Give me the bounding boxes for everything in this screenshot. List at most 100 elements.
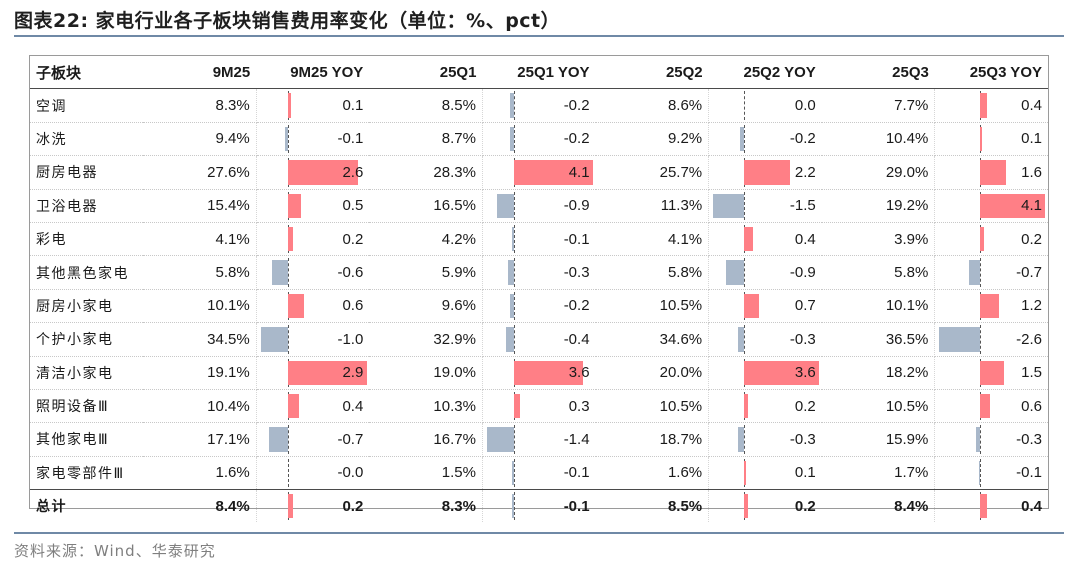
yoy-negative-bar <box>268 427 288 452</box>
column-header: 25Q3 YOY <box>934 56 1048 90</box>
yoy-cell: -0.2 <box>482 289 596 324</box>
yoy-zero-axis <box>287 325 289 354</box>
yoy-negative-bar <box>969 260 981 285</box>
yoy-cell: 2.6 <box>256 155 370 190</box>
ratio-cell: 18.7% <box>595 422 710 457</box>
yoy-cell: 1.6 <box>934 155 1048 190</box>
yoy-zero-axis <box>980 258 982 287</box>
yoy-negative-bar <box>978 460 981 486</box>
yoy-cell: 0.7 <box>708 289 822 324</box>
ratio-cell: 16.5% <box>369 189 483 223</box>
yoy-value: -0.4 <box>563 330 590 348</box>
yoy-positive-bar <box>980 126 983 152</box>
ratio-cell: 1.6% <box>595 456 710 491</box>
yoy-value: -1.0 <box>337 330 364 348</box>
ratio-cell: 19.2% <box>821 189 936 223</box>
yoy-value: -0.2 <box>563 297 590 315</box>
yoy-positive-bar <box>980 160 1006 185</box>
yoy-cell: -0.7 <box>256 422 370 457</box>
yoy-negative-bar <box>486 427 514 452</box>
yoy-cell: 0.2 <box>256 222 370 257</box>
column-header: 25Q2 <box>595 56 709 90</box>
table-body: 空调 8.3% 0.1 8.5% -0.2 8.6% 0.0 7.7% 0.4 冰洗 9.4% -0.… <box>30 88 1048 523</box>
yoy-cell: 0.4 <box>934 489 1048 523</box>
ratio-cell: 10.5% <box>821 389 936 424</box>
ratio-cell: 19.0% <box>369 356 483 390</box>
yoy-cell: 0.5 <box>256 189 370 223</box>
yoy-positive-bar <box>980 393 990 419</box>
sector-name: 照明设备Ⅲ <box>30 389 144 424</box>
table-row: 照明设备Ⅲ 10.4% 0.4 10.3% 0.3 10.5% 0.2 10.5% 0.6 <box>30 389 1048 424</box>
yoy-cell: -0.4 <box>482 322 596 357</box>
yoy-value: 0.6 <box>342 297 364 315</box>
column-header: 子板块 <box>30 56 144 90</box>
ratio-cell: 8.6% <box>595 88 710 123</box>
yoy-positive-bar <box>980 360 1005 385</box>
ratio-cell: 25.7% <box>595 155 710 190</box>
yoy-positive-bar <box>744 226 753 252</box>
ratio-cell: 4.1% <box>595 222 710 257</box>
table-row: 厨房电器 27.6% 2.6 28.3% 4.1 25.7% 2.2 29.0% 1.6 <box>30 155 1048 190</box>
yoy-value: 0.5 <box>342 197 364 215</box>
yoy-value: 4.1 <box>1021 197 1042 215</box>
yoy-value: -0.1 <box>563 464 590 482</box>
yoy-cell: 0.1 <box>256 88 370 123</box>
data-table-frame: 子板块 9M25 9M25 YOY 25Q1 25Q1 YOY 25Q2 25Q2 YOY 2… <box>29 55 1049 523</box>
ratio-cell: 8.4% <box>821 489 936 523</box>
yoy-value: 0.4 <box>1021 497 1042 515</box>
total-row: 总计 8.4% 0.2 8.3% -0.1 8.5% 0.2 8.4% 0.4 <box>30 489 1048 523</box>
column-header: 9M25 <box>143 56 257 90</box>
table-header-row: 子板块 9M25 9M25 YOY 25Q1 25Q1 YOY 25Q2 25Q2 YOY 2… <box>30 56 1048 90</box>
yoy-value: 1.2 <box>1021 297 1042 315</box>
table-row: 个护小家电 34.5% -1.0 32.9% -0.4 34.6% -0.3 36.5% -2.… <box>30 322 1048 357</box>
yoy-positive-bar <box>744 160 790 185</box>
yoy-cell: 0.4 <box>708 222 822 257</box>
yoy-value: 3.6 <box>568 364 590 382</box>
yoy-zero-axis <box>980 425 982 454</box>
yoy-positive-bar <box>287 193 302 218</box>
sector-name: 卫浴电器 <box>30 189 144 223</box>
yoy-negative-bar <box>713 193 745 218</box>
yoy-value: -0.3 <box>789 330 816 348</box>
yoy-value: -0.2 <box>789 130 816 148</box>
yoy-cell: 3.6 <box>708 356 822 390</box>
yoy-value: 0.2 <box>1021 230 1042 248</box>
yoy-zero-axis <box>980 325 982 354</box>
yoy-negative-bar <box>508 260 514 285</box>
yoy-cell: 0.2 <box>708 389 822 424</box>
ratio-cell: 9.2% <box>595 122 710 157</box>
yoy-value: 0.2 <box>342 230 364 248</box>
yoy-negative-bar <box>738 427 745 452</box>
ratio-cell: 1.5% <box>369 456 483 491</box>
yoy-zero-axis <box>744 191 746 220</box>
yoy-value: -0.6 <box>337 264 364 282</box>
yoy-cell: 4.1 <box>934 189 1048 223</box>
yoy-zero-axis <box>513 425 515 454</box>
yoy-cell: -0.7 <box>934 255 1048 290</box>
yoy-cell: 0.4 <box>256 389 370 424</box>
yoy-positive-bar <box>744 494 749 519</box>
yoy-cell: 0.2 <box>708 489 822 523</box>
yoy-value: 2.6 <box>342 163 364 181</box>
yoy-positive-bar <box>744 460 747 486</box>
sector-name: 其他黑色家电 <box>30 255 144 290</box>
ratio-cell: 1.7% <box>821 456 936 491</box>
yoy-zero-axis <box>513 258 515 287</box>
yoy-negative-bar <box>939 327 981 352</box>
yoy-cell: 0.6 <box>934 389 1048 424</box>
ratio-cell: 9.4% <box>143 122 257 157</box>
yoy-value: -0.7 <box>1016 264 1042 282</box>
yoy-cell: -0.1 <box>482 456 596 491</box>
yoy-zero-axis <box>287 458 289 488</box>
yoy-negative-bar <box>510 126 514 152</box>
yoy-value: 2.9 <box>342 364 364 382</box>
yoy-zero-axis <box>513 224 515 254</box>
yoy-zero-axis <box>744 258 746 287</box>
sector-name: 总计 <box>30 489 144 523</box>
ratio-cell: 10.4% <box>821 122 936 157</box>
ratio-cell: 5.8% <box>143 255 257 290</box>
yoy-positive-bar <box>287 160 359 185</box>
ratio-cell: 34.5% <box>143 322 257 357</box>
ratio-cell: 4.2% <box>369 222 483 257</box>
yoy-positive-bar <box>980 193 1046 218</box>
